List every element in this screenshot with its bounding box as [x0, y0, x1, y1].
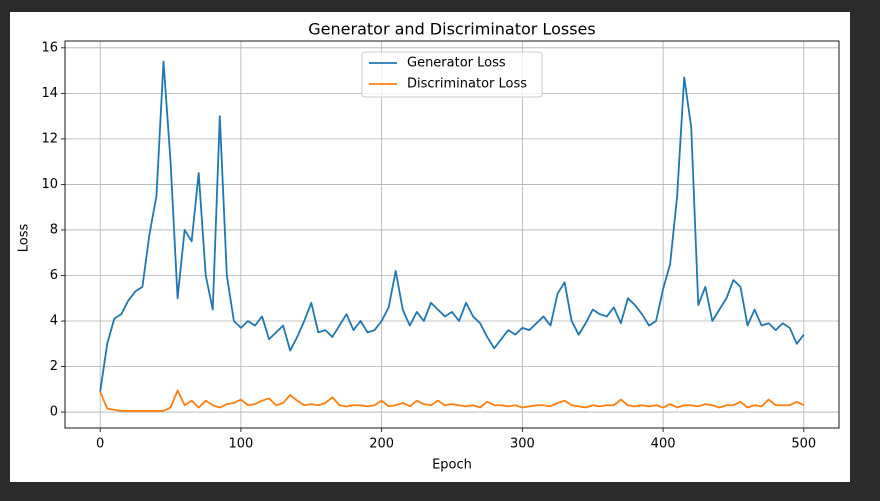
y-tick-label: 4 [50, 314, 58, 329]
axes-frame [64, 40, 840, 429]
x-tick-label: 400 [651, 437, 676, 452]
x-tick-label: 200 [369, 437, 394, 452]
chart-title: Generator and Discriminator Losses [308, 20, 595, 39]
loss-line [99, 389, 805, 412]
y-tick-label: 8 [50, 222, 58, 237]
y-tick-label: 12 [41, 131, 58, 146]
y-tick-label: 14 [41, 86, 58, 101]
loss-line [99, 60, 805, 392]
x-tick-label: 300 [510, 437, 535, 452]
legend-box [361, 51, 543, 98]
x-axis-label: Epoch [432, 458, 472, 473]
legend-label: Discriminator Loss [407, 77, 527, 92]
x-tick-label: 500 [791, 437, 816, 452]
y-tick-label: 2 [50, 359, 58, 374]
x-tick-label: 0 [96, 437, 104, 452]
y-tick-label: 10 [41, 177, 58, 192]
y-axis-label: Loss [17, 224, 32, 253]
y-tick-label: 16 [41, 40, 58, 55]
x-tick-label: 100 [228, 437, 253, 452]
y-tick-label: 0 [50, 405, 58, 420]
y-tick-label: 6 [50, 268, 58, 283]
legend-label: Generator Loss [407, 56, 506, 71]
